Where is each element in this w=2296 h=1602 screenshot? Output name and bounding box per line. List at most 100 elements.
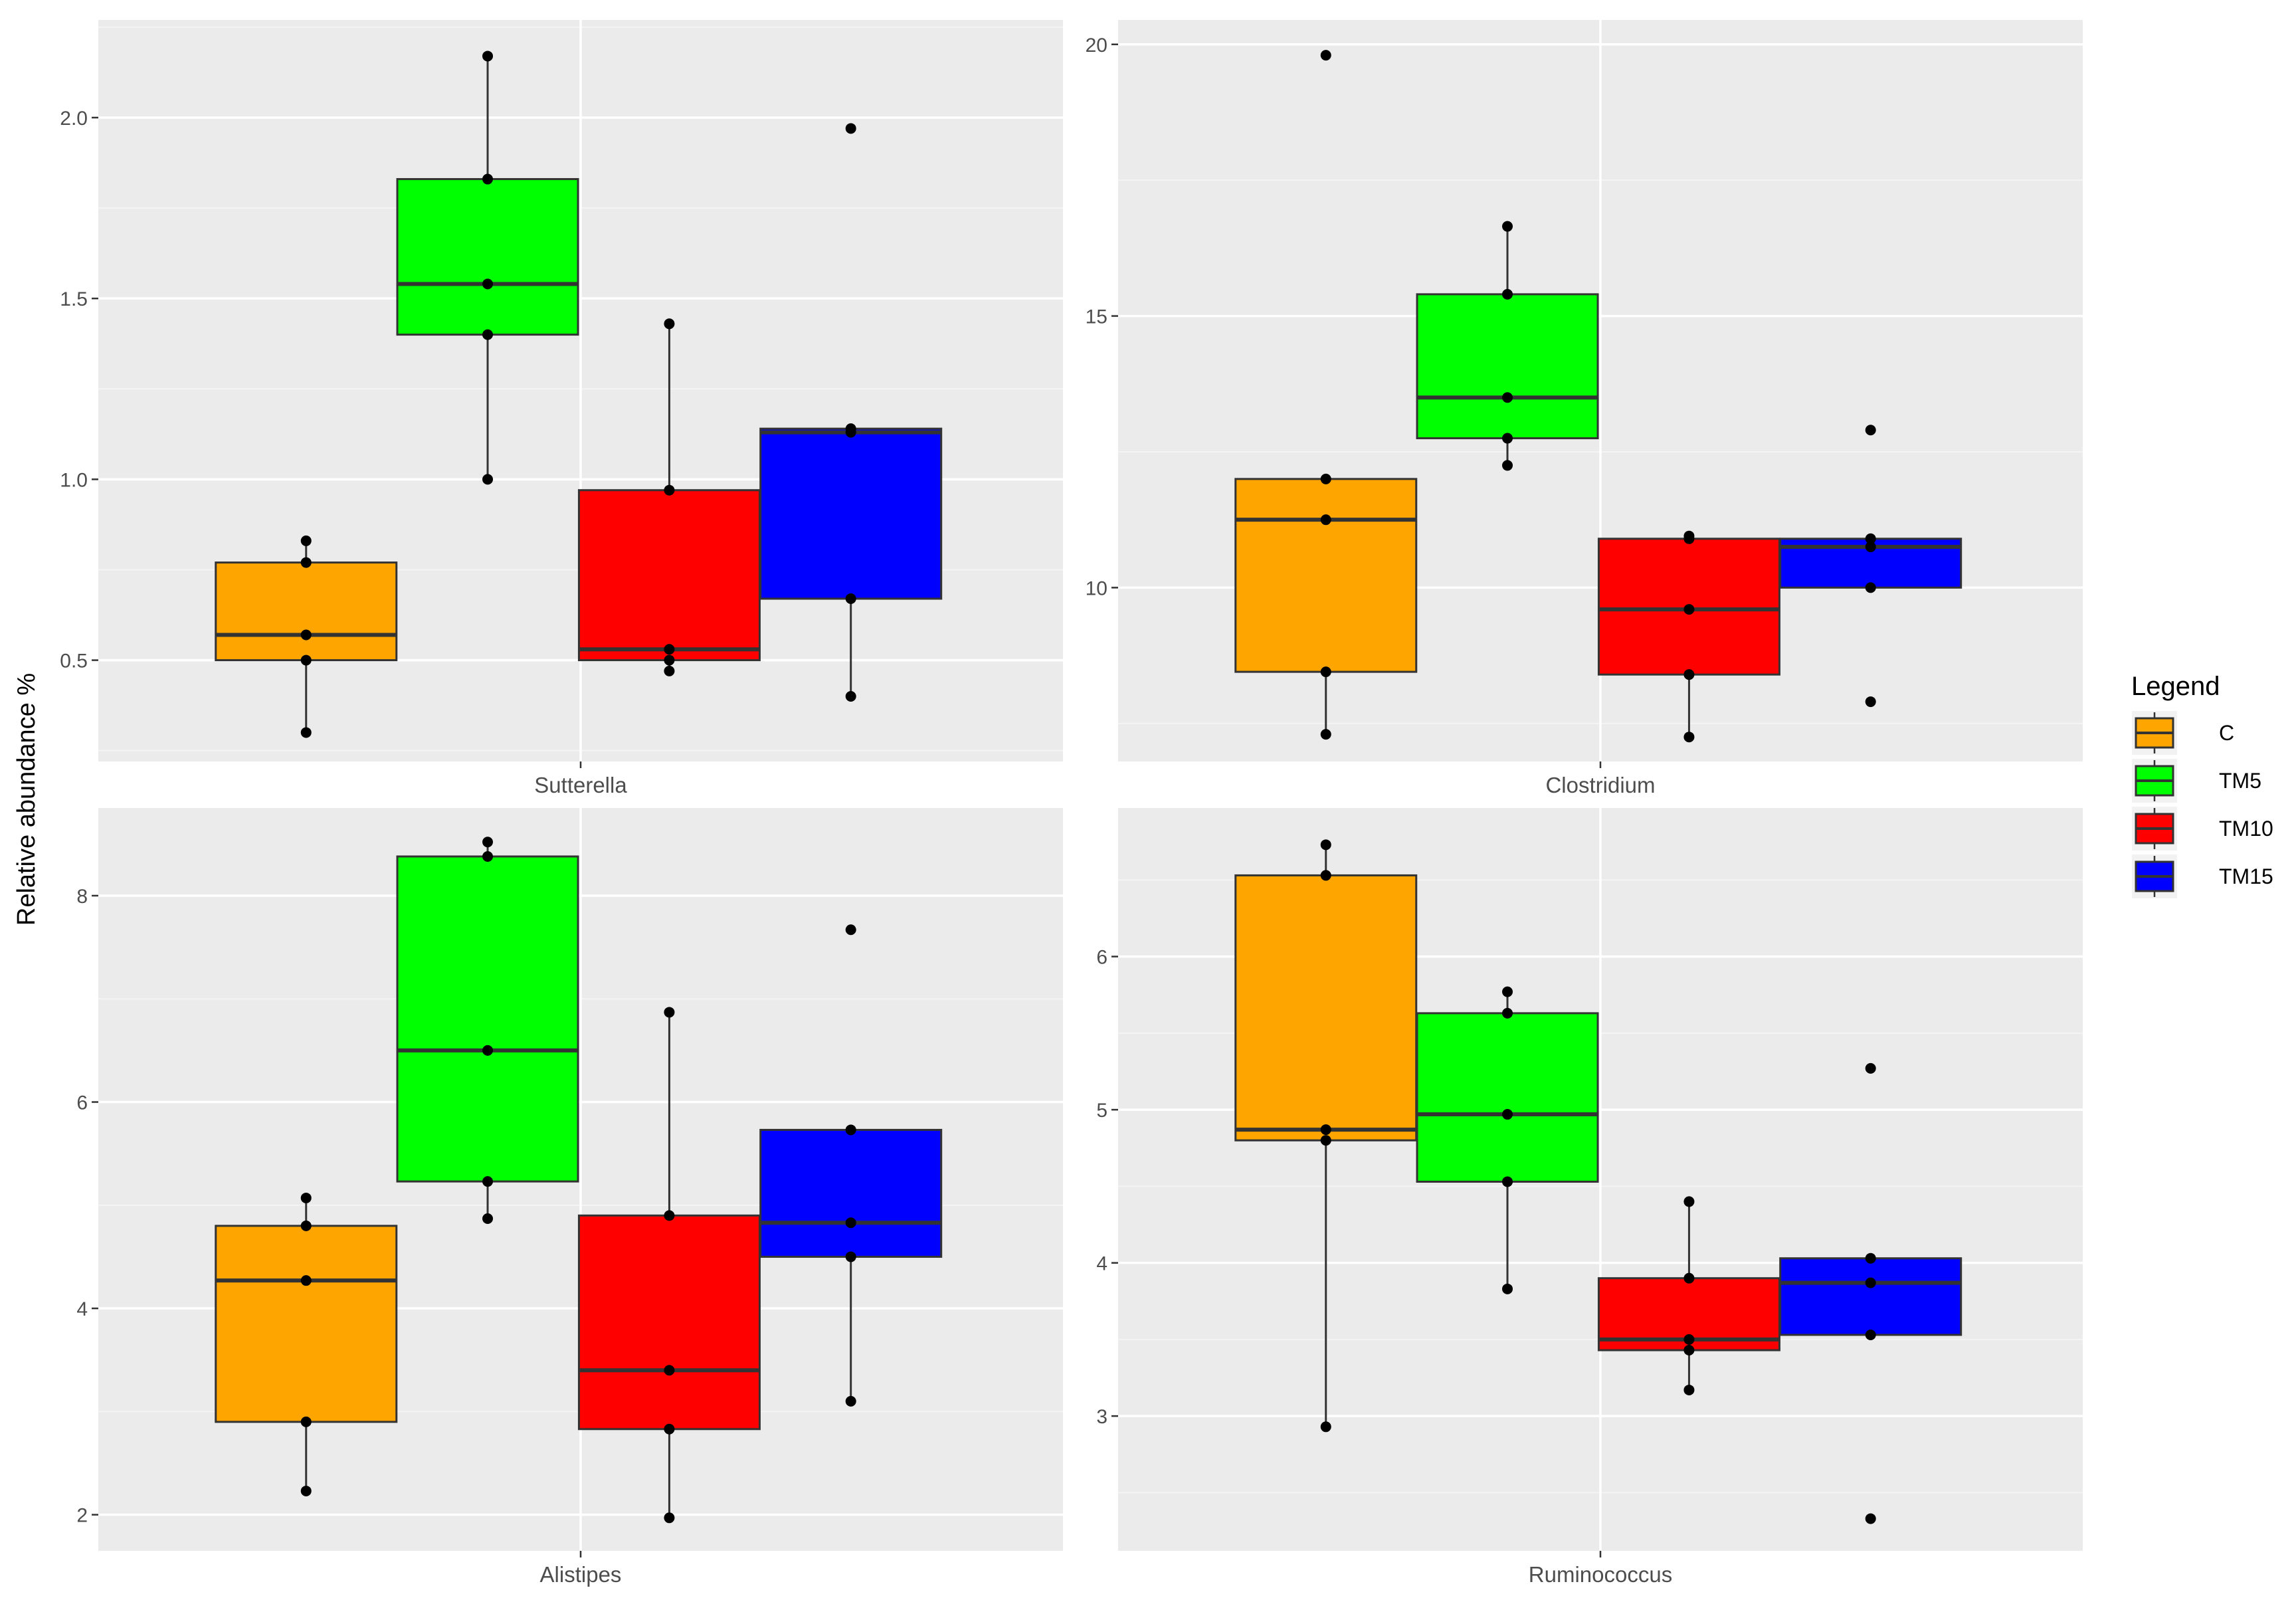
box-tm10 xyxy=(1597,1196,1780,1395)
data-point xyxy=(1865,1277,1876,1288)
data-point xyxy=(1683,604,1695,615)
box-c xyxy=(215,1192,398,1496)
data-point xyxy=(300,727,312,738)
y-tick-label: 1.0 xyxy=(60,469,88,491)
data-point xyxy=(300,535,312,546)
panels-layer: 0.5 1.0 1.5 2.0 Sutterella 10 15 20 Clostridium 2… xyxy=(60,20,2083,1587)
data-point xyxy=(1865,425,1876,436)
data-point xyxy=(664,1423,675,1435)
data-point xyxy=(482,851,494,862)
data-point xyxy=(1865,542,1876,553)
box-body xyxy=(759,1128,943,1258)
data-point xyxy=(1502,986,1513,997)
data-point xyxy=(664,1512,675,1524)
data-point xyxy=(1320,50,1331,61)
facet-label: Sutterella xyxy=(534,773,627,797)
data-point xyxy=(482,837,494,848)
data-point xyxy=(482,173,494,185)
data-point xyxy=(664,654,675,666)
data-point xyxy=(664,1365,675,1376)
y-tick-label: 5 xyxy=(1096,1100,1107,1122)
box-body xyxy=(1779,1257,1962,1336)
y-tick-label: 8 xyxy=(76,886,88,908)
data-point xyxy=(300,1485,312,1496)
data-point xyxy=(664,318,675,330)
data-point xyxy=(845,691,856,702)
data-point xyxy=(1502,460,1513,471)
box-body xyxy=(215,1225,398,1423)
data-point xyxy=(482,278,494,290)
box-body xyxy=(577,1214,761,1431)
data-point xyxy=(482,50,494,62)
legend-label: TM10 xyxy=(2219,817,2273,841)
box-c xyxy=(1234,839,1418,1433)
legend-entry-tm10: TM10 xyxy=(2132,807,2273,851)
y-tick-label: 1.5 xyxy=(60,288,88,310)
data-point xyxy=(1683,1196,1695,1207)
y-tick-label: 4 xyxy=(76,1298,88,1320)
data-point xyxy=(300,629,312,641)
legend-label: TM5 xyxy=(2219,769,2261,793)
data-point xyxy=(300,654,312,666)
box-body xyxy=(1234,874,1418,1142)
data-point xyxy=(1502,392,1513,403)
box-tm15 xyxy=(759,924,943,1407)
data-point xyxy=(1865,1252,1876,1264)
panel-alistipes: 2 4 6 8 Alistipes xyxy=(76,808,1063,1587)
box-tm5 xyxy=(1416,221,1599,471)
box-body xyxy=(577,489,761,662)
data-point xyxy=(845,1395,856,1407)
data-point xyxy=(1865,533,1876,544)
panel-sutterella: 0.5 1.0 1.5 2.0 Sutterella xyxy=(60,20,1063,797)
data-point xyxy=(1683,1384,1695,1395)
y-tick-label: 6 xyxy=(1096,947,1107,969)
data-point xyxy=(664,1007,675,1018)
box-body xyxy=(396,178,579,336)
data-point xyxy=(300,557,312,568)
box-body xyxy=(215,561,398,662)
data-point xyxy=(1320,1135,1331,1146)
box-c xyxy=(1234,50,1418,740)
data-point xyxy=(664,484,675,496)
data-point xyxy=(1502,1109,1513,1120)
data-point xyxy=(482,1213,494,1225)
box-body xyxy=(1416,1012,1599,1183)
box-tm10 xyxy=(577,318,761,676)
legend: Legend C TM5 TM10 TM15 xyxy=(2131,672,2273,898)
panel-clostridium: 10 15 20 Clostridium xyxy=(1086,20,2083,797)
box-body xyxy=(759,427,943,600)
facet-label: Clostridium xyxy=(1545,773,1655,797)
legend-label: C xyxy=(2219,721,2234,745)
data-point xyxy=(300,1275,312,1286)
data-point xyxy=(845,123,856,134)
data-point xyxy=(300,1192,312,1203)
y-tick-label: 2.0 xyxy=(60,108,88,130)
data-point xyxy=(1865,1062,1876,1074)
panel-ruminococcus: 3 4 5 6 Ruminococcus xyxy=(1096,808,2083,1587)
box-tm5 xyxy=(396,837,579,1225)
legend-title: Legend xyxy=(2131,672,2220,701)
data-point xyxy=(1683,669,1695,680)
data-point xyxy=(1865,582,1876,593)
y-tick-label: 10 xyxy=(1086,577,1107,599)
box-body xyxy=(396,855,579,1183)
data-point xyxy=(1683,530,1695,542)
data-point xyxy=(1683,1334,1695,1345)
data-point xyxy=(664,644,675,655)
box-tm5 xyxy=(396,50,579,485)
data-point xyxy=(845,1251,856,1262)
legend-label: TM15 xyxy=(2219,864,2273,888)
data-point xyxy=(1502,1176,1513,1187)
legend-entry-c: C xyxy=(2132,711,2234,755)
y-axis-label: Relative abundance % xyxy=(13,673,41,926)
data-point xyxy=(300,1220,312,1231)
y-tick-label: 15 xyxy=(1086,306,1107,328)
data-point xyxy=(845,423,856,435)
data-point xyxy=(1320,839,1331,851)
box-body xyxy=(1234,478,1418,673)
data-point xyxy=(845,593,856,605)
y-tick-label: 20 xyxy=(1086,35,1107,56)
data-point xyxy=(1683,732,1695,743)
data-point xyxy=(1320,729,1331,740)
